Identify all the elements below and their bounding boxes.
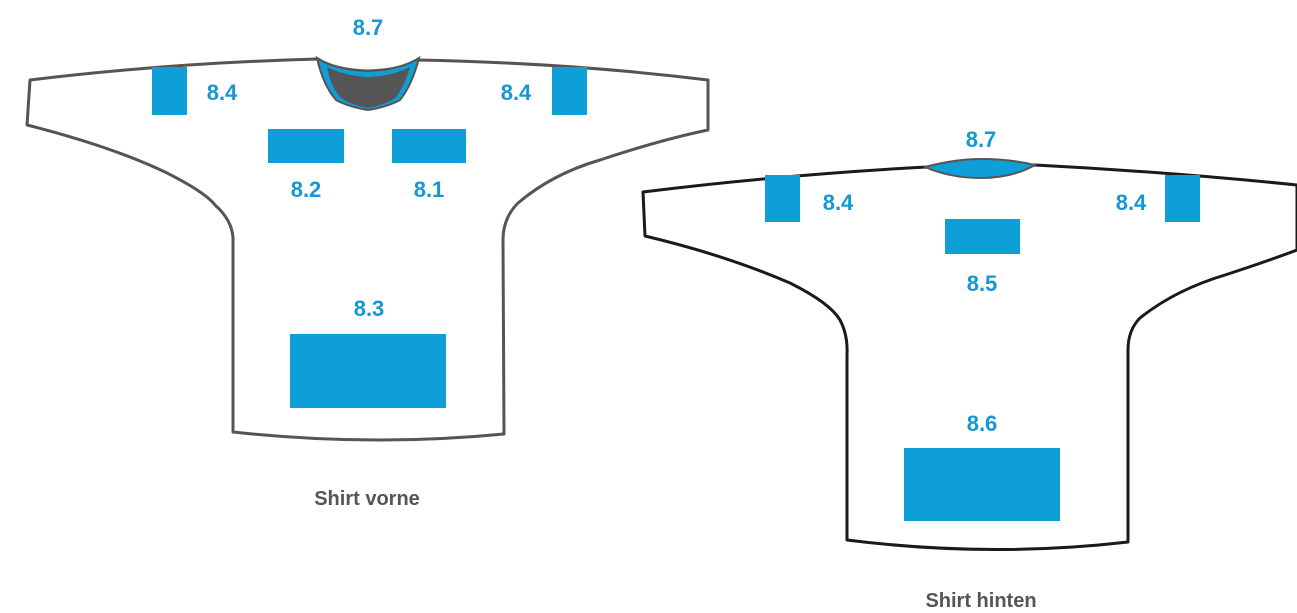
- back-zone-shoulder-left: [765, 175, 800, 222]
- front-label-shoulder-right: 8.4: [501, 80, 532, 105]
- front-label-chest-right: 8.1: [414, 177, 445, 202]
- front-collar-inner: [327, 67, 410, 108]
- back-label-lower: 8.6: [967, 411, 998, 436]
- front-caption: Shirt vorne: [314, 488, 420, 510]
- front-zone-shoulder-left: [152, 67, 187, 115]
- back-label-collar: 8.7: [966, 127, 997, 152]
- shirt-back-outline: [641, 163, 1297, 552]
- front-zone-chest-right: [392, 129, 466, 163]
- front-label-shoulder-left: 8.4: [207, 80, 238, 105]
- shirt-front-outline: [25, 57, 710, 442]
- front-zone-chest-left: [268, 129, 344, 163]
- back-collar: [921, 157, 1038, 180]
- back-label-shoulder-right: 8.4: [1116, 190, 1147, 215]
- front-label-collar: 8.7: [353, 15, 384, 40]
- back-label-shoulder-left: 8.4: [823, 190, 854, 215]
- front-zone-shoulder-right: [552, 67, 587, 115]
- shirt-back: 8.7 8.4 8.4 8.5 8.6 Shirt hinten: [641, 127, 1297, 612]
- shirt-front: 8.7 8.4 8.4 8.2 8.1 8.3 Shirt vorne: [25, 15, 710, 510]
- back-zone-upper: [945, 219, 1020, 254]
- back-caption: Shirt hinten: [925, 590, 1036, 612]
- back-zone-shoulder-right: [1165, 175, 1200, 222]
- front-label-chest-left: 8.2: [291, 177, 322, 202]
- back-zone-lower: [904, 448, 1060, 521]
- front-zone-belly: [290, 334, 446, 408]
- front-label-belly: 8.3: [354, 296, 385, 321]
- back-label-upper: 8.5: [967, 271, 998, 296]
